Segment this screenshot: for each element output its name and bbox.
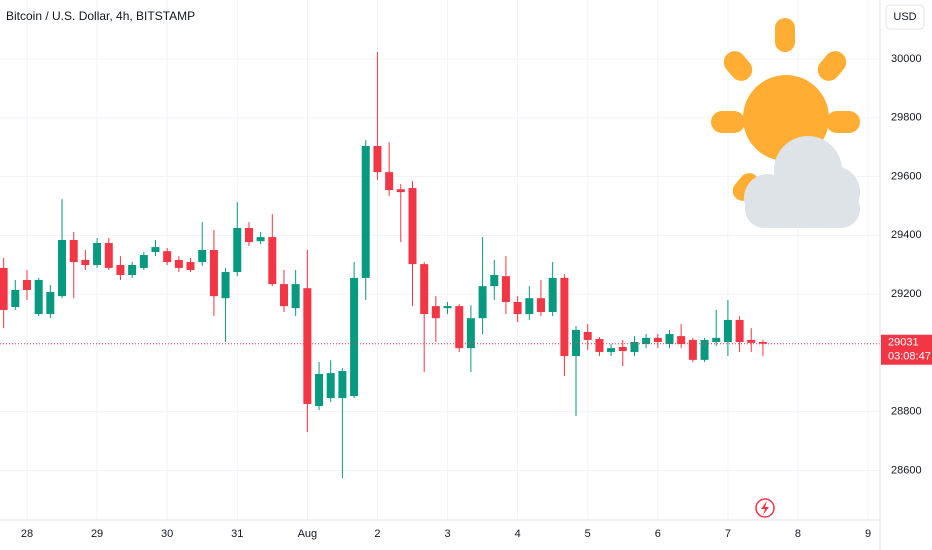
candle-body [291, 284, 300, 309]
candle-body [443, 306, 452, 309]
candle-body [700, 339, 709, 360]
currency-label: USD [893, 11, 916, 23]
candle-body [163, 251, 172, 263]
candle-body [128, 264, 137, 275]
candle-body [244, 227, 253, 243]
candle-body [280, 284, 289, 307]
last-price-label: 29031 [888, 337, 919, 349]
candle-body [93, 242, 102, 265]
candle-body [151, 247, 160, 253]
x-tick-label: 31 [231, 528, 243, 540]
candle-body [548, 277, 557, 312]
candle-body [221, 272, 230, 299]
last-price-box [881, 334, 932, 365]
y-tick-label: 29400 [891, 229, 922, 241]
candle-body [34, 279, 43, 315]
candle-body [618, 346, 627, 352]
candle-body [653, 337, 662, 342]
y-tick-label: 29600 [891, 170, 922, 182]
chart-title: Bitcoin / U.S. Dollar, 4h, BITSTAMP [6, 9, 195, 23]
candle-body [69, 240, 78, 263]
candle-body [396, 189, 405, 193]
candle-body [513, 302, 522, 315]
candle-body [350, 277, 359, 397]
candle-body [256, 237, 265, 242]
y-tick-label: 28600 [891, 464, 922, 476]
candle-body [373, 146, 382, 173]
candle-body [735, 319, 744, 342]
x-tick-label: 29 [91, 528, 103, 540]
x-tick-label: 28 [21, 528, 33, 540]
candle-body [572, 329, 581, 357]
candle-body [466, 318, 475, 349]
candle-body [174, 260, 183, 268]
candle-body [81, 260, 90, 265]
candle-body [408, 188, 417, 265]
x-tick-label: 7 [725, 528, 731, 540]
lightning-icon[interactable] [755, 498, 775, 518]
x-tick-label: 6 [655, 528, 661, 540]
candle-body [233, 227, 242, 273]
candle-body [723, 319, 732, 342]
candle-body [198, 250, 207, 263]
countdown-label: 03:08:47 [888, 351, 931, 363]
y-tick-label: 28800 [891, 405, 922, 417]
candle-body [338, 371, 347, 399]
x-tick-label: 8 [795, 528, 801, 540]
x-tick-label: 30 [161, 528, 173, 540]
y-tick-label: 29200 [891, 288, 922, 300]
candle-body [536, 298, 545, 312]
candle-body [303, 288, 312, 404]
weather-icon [711, 18, 860, 228]
candle-body [688, 339, 697, 360]
x-tick-label: 5 [585, 528, 591, 540]
candle-body [315, 373, 324, 407]
candle-body [712, 337, 721, 342]
candle-body [116, 264, 125, 275]
candle-body [677, 336, 686, 345]
y-tick-label: 29800 [891, 112, 922, 124]
candle-body [385, 172, 394, 191]
candle-body [478, 286, 487, 319]
candle-body [46, 292, 55, 315]
candle-body [747, 339, 756, 343]
candle-body [58, 240, 67, 297]
plot [0, 52, 880, 478]
candle-body [560, 277, 569, 357]
currency-button[interactable]: USD [885, 4, 925, 30]
candle-body [501, 276, 510, 303]
x-tick-label: Aug [298, 528, 318, 540]
candle-body [11, 289, 20, 308]
candle-body [139, 255, 148, 268]
candle-body [420, 264, 429, 315]
y-tick-label: 30000 [891, 53, 922, 65]
candle-body [525, 298, 534, 315]
candle-body [595, 339, 604, 352]
candle-body [186, 262, 195, 270]
candle-body [361, 146, 370, 278]
candle-body [665, 334, 674, 345]
candle-body [104, 242, 113, 268]
candle-body [642, 337, 651, 345]
candle-body [326, 373, 335, 399]
x-tick-label: 9 [865, 528, 871, 540]
candle-body [583, 331, 592, 340]
x-tick-label: 4 [515, 528, 521, 540]
candle-body [455, 306, 464, 349]
candle-body [490, 274, 499, 287]
candle-body [209, 250, 218, 297]
candle-body [630, 341, 639, 352]
candle-body [431, 306, 440, 319]
x-tick-label: 2 [374, 528, 380, 540]
candle-body [22, 279, 31, 290]
candle-body [0, 267, 8, 310]
candle-body [607, 348, 616, 352]
x-tick-label: 3 [444, 528, 450, 540]
candle-body [758, 341, 767, 344]
candle-body [268, 237, 277, 285]
